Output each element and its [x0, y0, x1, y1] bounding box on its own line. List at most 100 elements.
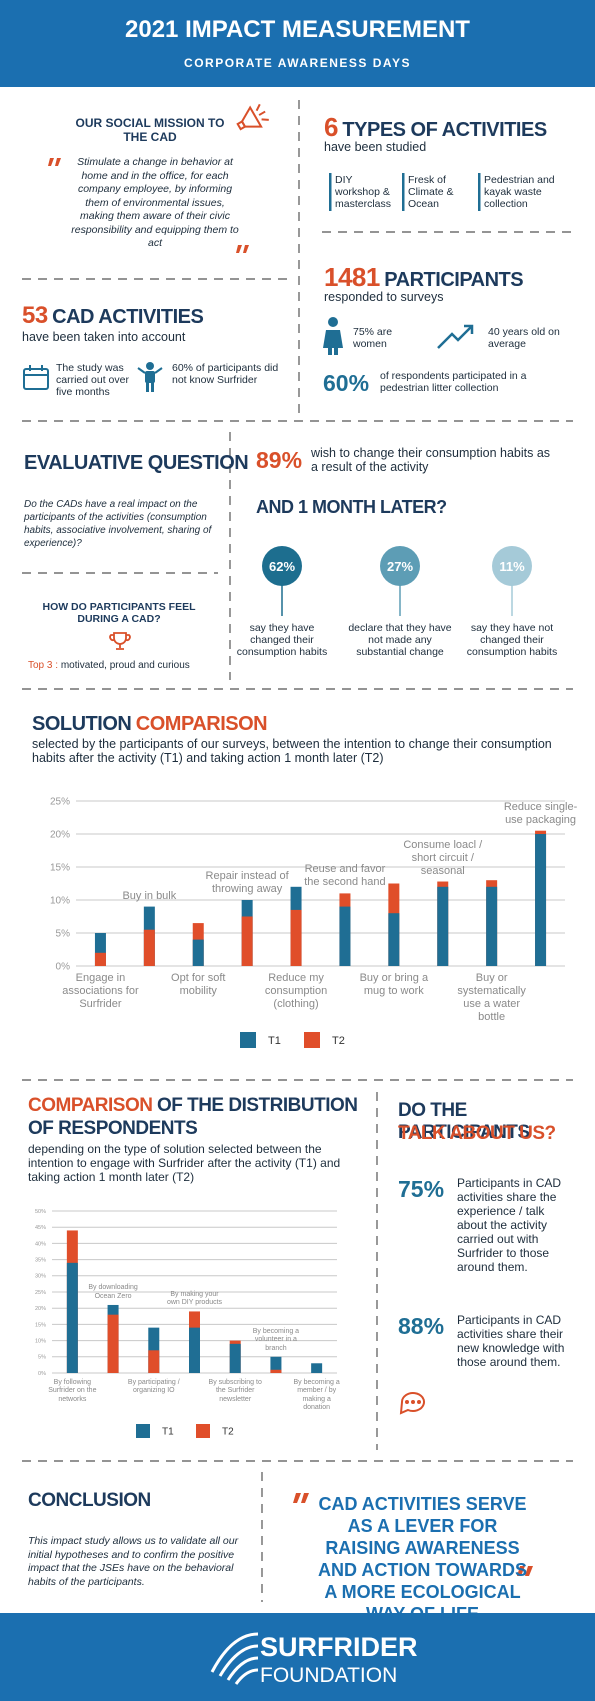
- stat-heading: 1481 PARTICIPANTS: [324, 262, 524, 293]
- bar: [270, 1369, 282, 1373]
- trophy-icon: [109, 632, 131, 650]
- woman-icon: [323, 317, 343, 355]
- quote-mark: [293, 1493, 533, 1576]
- stat-title: CAD ACTIVITIES: [52, 306, 204, 328]
- chat-icon: [399, 1392, 425, 1415]
- y-tick-label: 10%: [35, 1339, 46, 1345]
- bar: [535, 834, 547, 966]
- stat-text: Participants in CAD activities share the…: [457, 1313, 565, 1369]
- x-tick-label: Consume loacl / short circuit / seasonal: [403, 838, 483, 877]
- y-tick-label: 5%: [38, 1355, 46, 1361]
- bar: [94, 952, 106, 966]
- bar: [311, 1363, 323, 1373]
- stat-number: 88%: [398, 1313, 445, 1339]
- bar: [486, 886, 498, 966]
- question: Do the CADs have a real impact on the pa…: [24, 499, 212, 549]
- conclusion-text: This impact study allows us to validate …: [28, 1535, 239, 1588]
- x-tick-label: Reuse and favor the second hand: [304, 863, 386, 889]
- conclusion-quote: CAD ACTIVITIES SERVE AS A LEVER FOR RAIS…: [318, 1494, 527, 1624]
- x-tick-label: By becoming a member / by making a donat…: [293, 1379, 340, 1411]
- stat-circle: [492, 546, 532, 586]
- fact: 60% of participants did not know Surfrid…: [172, 362, 279, 386]
- fact: 75% are women: [353, 326, 393, 350]
- top-three: Top 3 : motivated, proud and curious: [28, 660, 190, 671]
- stat-heading: 6 TYPES OF ACTIVITIES: [324, 112, 547, 143]
- chart-title: COMPARISON OF THE DISTRIBUTION OF RESPON…: [28, 1095, 358, 1141]
- legend-swatch: [240, 1032, 256, 1048]
- stat-number: 60%: [323, 370, 370, 396]
- activity-type: DIY workshop & masterclass: [335, 174, 392, 210]
- y-tick-label: 50%: [35, 1209, 46, 1215]
- bar: [270, 1356, 282, 1373]
- mission-quote: Stimulate a change in behavior at home a…: [71, 156, 239, 249]
- y-tick-label: 20%: [35, 1306, 46, 1312]
- stat-title: TYPES OF ACTIVITIES: [342, 119, 547, 141]
- section-title: TALK ABOUT US?: [398, 1123, 556, 1144]
- stat-title: PARTICIPANTS: [384, 269, 524, 291]
- stat-number: 6: [324, 112, 338, 142]
- bar: [107, 1314, 119, 1373]
- bar: [66, 1262, 78, 1373]
- x-tick-label: Repair instead of throwing away: [205, 870, 289, 896]
- stat-number: 53: [22, 302, 48, 329]
- y-tick-label: 15%: [50, 863, 70, 874]
- stat-number: 89%: [256, 447, 303, 473]
- bar: [192, 939, 204, 966]
- x-tick-label: By becoming a volunteer in a branch: [252, 1328, 300, 1352]
- stat-number: 1481: [324, 262, 380, 292]
- circle-value: 62%: [269, 559, 295, 574]
- y-tick-label: 35%: [35, 1258, 46, 1264]
- y-tick-label: 0%: [38, 1371, 46, 1377]
- y-tick-label: 25%: [50, 797, 70, 808]
- top-text: motivated, proud and curious: [60, 660, 190, 671]
- title-part: SOLUTION: [32, 713, 132, 735]
- stat-subtitle: have been taken into account: [22, 330, 186, 344]
- circle-text: say they have changed their consumption …: [236, 622, 328, 658]
- legend-swatch: [196, 1424, 210, 1438]
- bar: [290, 909, 302, 966]
- x-tick-label: By following Surfrider on the networks: [48, 1379, 97, 1403]
- chart-title: SOLUTION COMPARISON: [32, 713, 268, 736]
- bar: [339, 906, 351, 966]
- chart-subtitle: depending on the type of solution select…: [28, 1142, 341, 1184]
- person-icon: [137, 362, 163, 392]
- section-title: EVALUATIVE QUESTION: [24, 452, 249, 474]
- circle-text: declare that they have not made any subs…: [348, 622, 452, 658]
- activity-type: Pedestrian and kayak waste collection: [484, 174, 555, 210]
- bar: [94, 933, 106, 966]
- trend-icon: [437, 324, 474, 349]
- legend-swatch: [304, 1032, 320, 1048]
- y-tick-label: 15%: [35, 1322, 46, 1328]
- megaphone-icon: [236, 103, 269, 131]
- stat-text: of respondents participated in a pedestr…: [380, 370, 527, 394]
- y-tick-label: 40%: [35, 1241, 46, 1247]
- y-tick-label: 45%: [35, 1225, 46, 1231]
- legend-label: T1: [162, 1427, 174, 1438]
- stat-subtitle: have been studied: [324, 140, 427, 154]
- stat-subtitle: responded to surveys: [324, 290, 444, 304]
- legend-label: T2: [332, 1035, 345, 1047]
- legend-label: T2: [222, 1427, 234, 1438]
- stat-text: Participants in CAD activities share the…: [457, 1176, 562, 1274]
- section-title: DO THE PARTICIPANTS: [398, 1100, 530, 1143]
- circle-value: 11%: [499, 559, 525, 574]
- footer-band: [0, 1613, 595, 1701]
- bar: [229, 1343, 241, 1373]
- logo-name: SURFRIDER: [260, 1632, 418, 1662]
- bar: [148, 1350, 160, 1373]
- calendar-icon: [23, 365, 49, 390]
- stat-number: 75%: [398, 1176, 445, 1202]
- top-label: Top 3 :: [28, 660, 59, 671]
- fact: The study was carried out over five mont…: [56, 362, 129, 398]
- x-tick-label: Reduce my consumption (clothing): [264, 972, 328, 1010]
- x-tick-label: By subscribing to the Surfrider newslett…: [208, 1379, 262, 1403]
- section-title: AND 1 MONTH LATER?: [256, 497, 447, 517]
- y-tick-label: 30%: [35, 1274, 46, 1280]
- section-title: CONCLUSION: [28, 1490, 151, 1511]
- x-tick-label: Buy in bulk: [122, 889, 177, 902]
- fact: 40 years old on average: [488, 326, 560, 350]
- x-tick-label: Buy or systematically use a water bottle: [457, 972, 526, 1023]
- x-tick-label: Reduce single-use packaging: [503, 800, 578, 826]
- logo-sub: FOUNDATION: [260, 1664, 398, 1687]
